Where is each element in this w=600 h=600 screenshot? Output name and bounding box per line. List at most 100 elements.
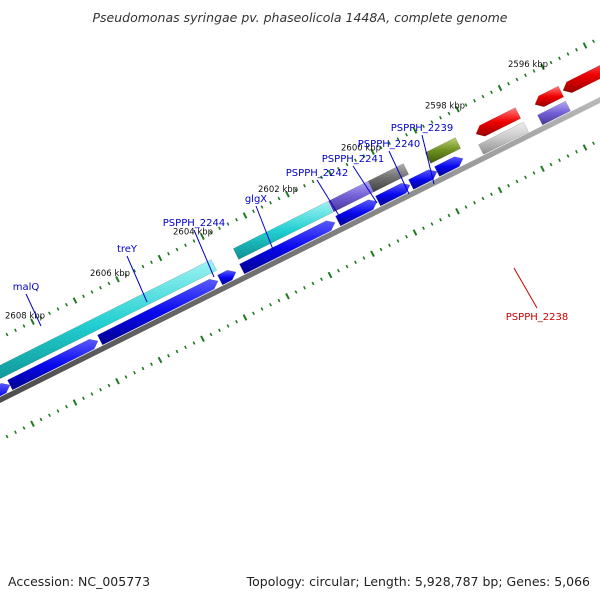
gene-block-purple[interactable] xyxy=(537,100,571,126)
gene-arrow-blue[interactable] xyxy=(217,269,237,286)
tick-mark xyxy=(354,158,357,163)
gene-arrow-blue[interactable] xyxy=(0,382,11,410)
gene-arrow-blue[interactable] xyxy=(434,156,464,177)
tick-mark xyxy=(379,145,383,150)
gene-label[interactable]: glgX xyxy=(245,194,267,205)
tick-mark xyxy=(515,77,519,82)
ruler-label: 2600 kbp xyxy=(341,144,381,154)
tick-mark xyxy=(72,297,78,304)
tick-mark xyxy=(218,328,221,333)
tick-mark xyxy=(549,162,553,167)
tick-mark xyxy=(5,434,9,439)
gene-label[interactable]: PSPPH_2239 xyxy=(391,123,453,134)
tick-mark xyxy=(540,63,545,71)
tick-mark xyxy=(107,383,111,388)
tick-mark xyxy=(99,387,102,392)
tick-mark xyxy=(90,392,94,396)
tick-mark xyxy=(439,217,442,222)
tick-mark xyxy=(507,81,510,86)
gene-block-cyan[interactable] xyxy=(232,201,334,260)
tick-mark xyxy=(260,205,264,209)
tick-mark xyxy=(473,98,476,103)
tick-mark xyxy=(235,217,238,222)
tick-mark xyxy=(497,84,503,92)
gene-label[interactable]: PSPPH_2240 xyxy=(358,139,420,150)
tick-mark xyxy=(252,311,255,316)
backbone-line xyxy=(0,97,600,403)
tick-mark xyxy=(30,420,35,428)
tick-mark xyxy=(56,307,60,311)
label-leader-line xyxy=(421,134,435,185)
gene-label[interactable]: malQ xyxy=(13,282,40,293)
tick-mark xyxy=(209,332,213,337)
gene-arrow-blue[interactable] xyxy=(408,169,438,190)
gene-label[interactable]: PSPPH_2244 xyxy=(163,218,225,229)
tick-mark xyxy=(285,190,290,198)
tick-mark xyxy=(285,292,290,300)
map-title: Pseudomonas syringae pv. phaseolicola 14… xyxy=(92,10,507,25)
tick-mark xyxy=(235,319,238,324)
gene-label[interactable]: PSPPH_2238 xyxy=(506,312,568,323)
ruler-label: 2602 kbp xyxy=(258,185,298,195)
tick-mark xyxy=(524,175,527,180)
tick-mark xyxy=(370,250,375,258)
tick-mark xyxy=(242,212,248,219)
tick-mark xyxy=(481,94,485,99)
tick-mark xyxy=(260,307,264,311)
gene-arrow-red[interactable] xyxy=(475,107,522,137)
tick-mark xyxy=(242,314,248,321)
gene-arrow-red[interactable] xyxy=(562,57,600,93)
tick-mark xyxy=(405,234,408,239)
tick-mark xyxy=(566,154,570,158)
tick-mark xyxy=(422,226,425,231)
tick-mark xyxy=(354,260,357,265)
tick-mark xyxy=(396,137,400,141)
tick-mark xyxy=(558,56,561,61)
tick-mark xyxy=(464,103,468,107)
gene-arrow-blue[interactable] xyxy=(335,199,378,227)
tick-mark xyxy=(22,324,26,328)
gene-block-cyan[interactable] xyxy=(0,259,218,388)
gene-label[interactable]: treY xyxy=(117,244,138,255)
tick-mark xyxy=(99,285,102,290)
gene-block-olive[interactable] xyxy=(424,137,462,164)
tick-mark xyxy=(48,413,51,418)
tick-mark xyxy=(481,196,485,201)
tick-mark xyxy=(115,377,120,385)
tick-mark xyxy=(141,264,145,269)
tick-mark xyxy=(455,207,460,215)
tick-mark xyxy=(566,52,570,56)
tick-mark xyxy=(447,111,451,116)
tick-mark xyxy=(379,247,383,252)
tick-mark xyxy=(345,162,349,167)
tick-mark xyxy=(532,69,536,73)
gene-arrow-red[interactable] xyxy=(534,85,565,107)
tick-mark xyxy=(337,268,340,273)
inner-tick-row xyxy=(5,141,595,439)
tick-mark xyxy=(65,404,68,409)
label-leader-line xyxy=(388,150,410,195)
gene-block-lightgray[interactable] xyxy=(478,121,529,155)
gene-arrow-blue[interactable] xyxy=(7,338,99,391)
gene-arrow-blue[interactable] xyxy=(239,220,336,275)
tick-mark xyxy=(82,294,85,299)
tick-mark xyxy=(175,247,179,252)
gene-arrow-blue[interactable] xyxy=(375,182,411,207)
tick-mark xyxy=(327,271,333,279)
tick-mark xyxy=(269,200,272,205)
tick-mark xyxy=(582,42,588,49)
tick-mark xyxy=(388,141,391,146)
gene-label[interactable]: PSPPH_2241 xyxy=(322,154,384,165)
gene-arrow-blue[interactable] xyxy=(97,278,219,346)
tick-mark xyxy=(412,229,418,236)
tick-mark xyxy=(311,179,315,184)
tick-mark xyxy=(532,171,536,175)
tick-mark xyxy=(48,311,51,316)
tick-mark xyxy=(175,349,179,354)
ruler-label: 2604 kbp xyxy=(173,228,213,238)
gene-label[interactable]: PSPPH_2242 xyxy=(286,168,348,179)
tick-mark xyxy=(362,256,366,260)
tick-mark xyxy=(473,200,476,205)
tick-mark xyxy=(447,213,451,218)
